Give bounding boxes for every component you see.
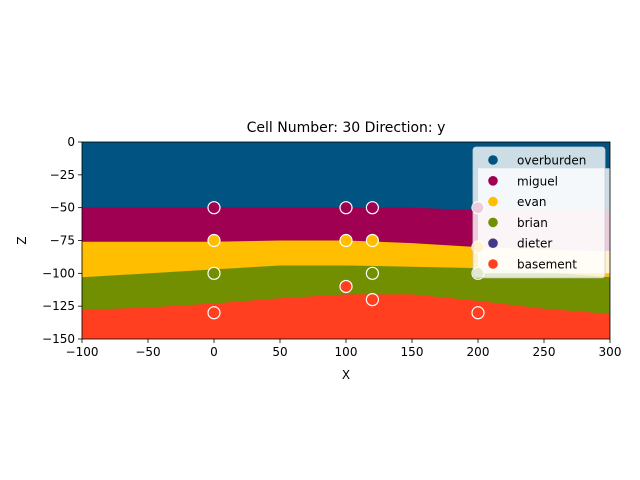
legend-marker-brian: [488, 217, 498, 228]
x-tick-label: 0: [210, 345, 218, 359]
data-point-miguel: [207, 201, 221, 215]
legend-box: [472, 146, 606, 279]
data-point-brian: [207, 266, 221, 280]
data-point-evan: [365, 233, 379, 248]
layer-basement: [82, 294, 610, 339]
x-tick-label: 200: [467, 345, 490, 359]
x-tick-label: 100: [335, 345, 358, 359]
data-point-brian: [365, 266, 379, 280]
y-tick-label: 0: [67, 135, 75, 149]
x-tick-label: −100: [66, 345, 99, 359]
data-point-evan: [207, 233, 221, 248]
legend-marker-evan: [488, 196, 498, 207]
data-point-miguel: [339, 201, 353, 215]
data-point-evan: [339, 233, 353, 248]
x-tick-label: 50: [272, 345, 287, 359]
x-tick-label: 300: [599, 345, 622, 359]
legend-label-evan: evan: [517, 195, 546, 209]
x-tick-label: 150: [401, 345, 424, 359]
legend: overburden miguel evan brian dieter basement: [472, 146, 606, 279]
y-tick-label: −100: [42, 266, 75, 280]
legend-marker-miguel: [488, 176, 498, 186]
data-point-basement: [365, 293, 379, 307]
data-point-basement: [339, 279, 353, 294]
data-point-miguel: [365, 201, 379, 215]
legend-marker-basement: [488, 259, 498, 269]
x-tick-label: 250: [533, 345, 556, 359]
y-axis-label: Z: [15, 236, 29, 244]
chart-title: Cell Number: 30 Direction: y: [247, 120, 446, 136]
y-tick-label: −150: [42, 332, 75, 346]
legend-label-basement: basement: [517, 258, 577, 272]
data-point-basement: [471, 306, 485, 320]
x-axis-label: X: [342, 368, 350, 382]
legend-label-dieter: dieter: [517, 237, 552, 251]
legend-label-miguel: miguel: [517, 174, 558, 188]
y-tick-label: −50: [50, 201, 75, 215]
y-axis: 0 −25 −50 −75 −100 −125 −150: [42, 135, 82, 346]
legend-marker-dieter: [488, 238, 498, 248]
legend-marker-overburden: [488, 155, 498, 165]
x-tick-label: −50: [135, 345, 160, 359]
legend-label-brian: brian: [517, 216, 548, 230]
data-point-basement: [207, 306, 221, 320]
y-tick-label: −75: [50, 234, 75, 248]
x-axis: −100 −50 0 50 100 150 200 250 300: [66, 339, 622, 359]
legend-label-overburden: overburden: [517, 154, 586, 168]
y-tick-label: −25: [50, 168, 75, 182]
y-tick-label: −125: [42, 299, 75, 313]
